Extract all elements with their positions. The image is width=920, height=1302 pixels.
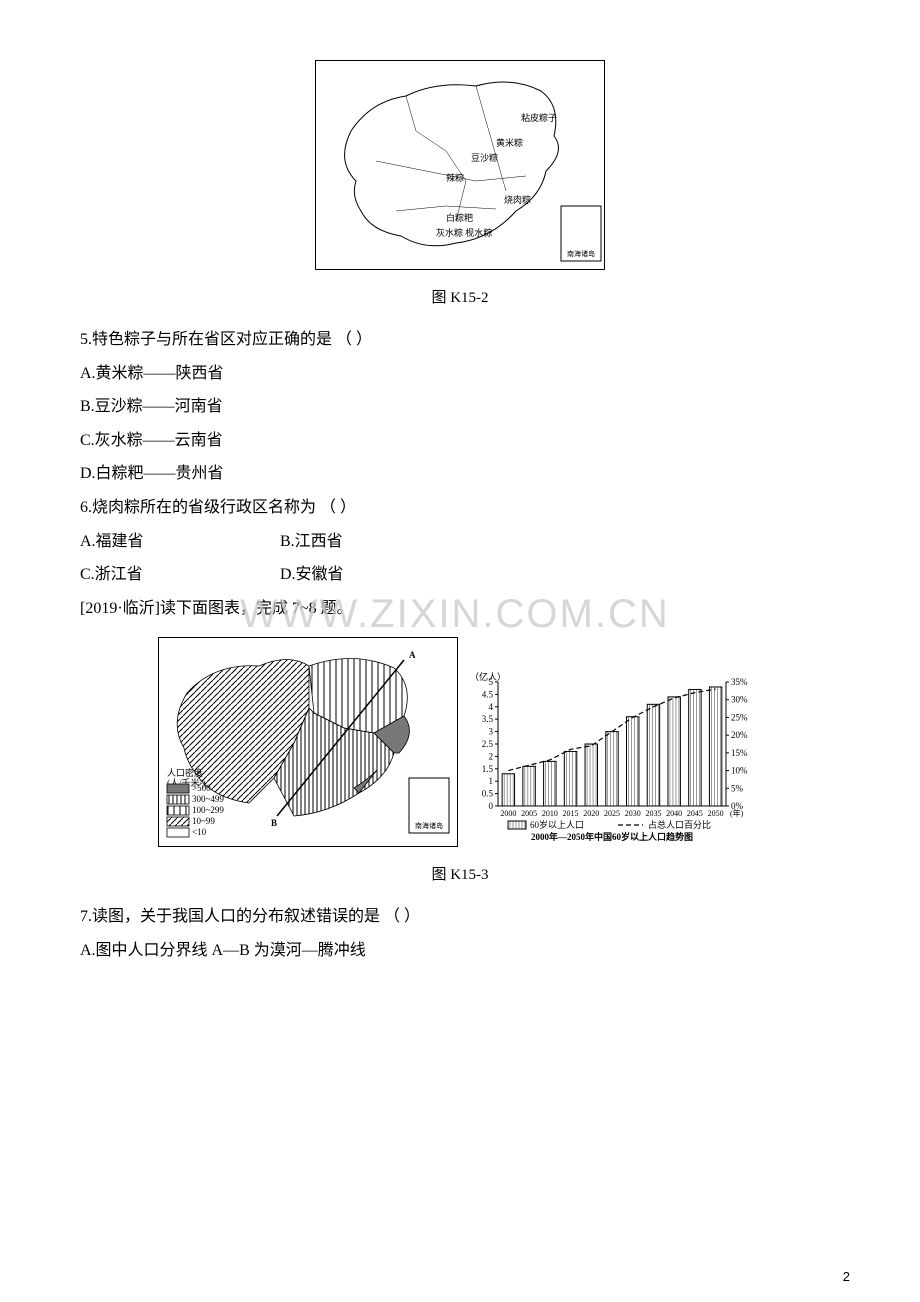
- svg-text:2000年—2050年中国60岁以上人口趋势图: 2000年—2050年中国60岁以上人口趋势图: [531, 831, 693, 842]
- q7-A: A.图中人口分界线 A—B 为漠河—腾冲线: [80, 934, 860, 968]
- q6-B: B.江西省: [280, 525, 343, 559]
- q6-C: C.浙江省: [80, 558, 280, 592]
- q6-D: D.安徽省: [280, 558, 344, 592]
- svg-text:2: 2: [489, 752, 494, 762]
- svg-text:10~99: 10~99: [192, 816, 215, 826]
- svg-text:4.5: 4.5: [482, 690, 494, 700]
- svg-text:3.5: 3.5: [482, 715, 494, 725]
- svg-text:(年): (年): [730, 808, 744, 818]
- svg-text:35%: 35%: [731, 677, 748, 687]
- svg-text:2040: 2040: [666, 809, 682, 818]
- q6-A: A.福建省: [80, 525, 280, 559]
- q5-B: B.豆沙粽——河南省: [80, 390, 860, 424]
- q5-stem: 5.特色粽子与所在省区对应正确的是 （ ）: [80, 323, 860, 357]
- inset-label: 南海诸岛: [567, 249, 595, 258]
- svg-text:2.5: 2.5: [482, 739, 494, 749]
- svg-text:2020: 2020: [583, 809, 599, 818]
- svg-text:25%: 25%: [731, 713, 748, 723]
- svg-text:5%: 5%: [731, 784, 744, 794]
- svg-text:60岁以上人口: 60岁以上人口: [530, 819, 584, 830]
- svg-text:15%: 15%: [731, 748, 748, 758]
- label-hsz: 灰水粽 枧水粽: [436, 227, 492, 238]
- page-number: 2: [843, 1269, 850, 1284]
- fig2-caption: 图 K15-3: [60, 863, 860, 884]
- svg-text:4: 4: [489, 702, 494, 712]
- q5-D: D.白粽粑——贵州省: [80, 457, 860, 491]
- svg-text:2015: 2015: [563, 809, 579, 818]
- svg-text:100~299: 100~299: [192, 805, 224, 815]
- svg-text:1.5: 1.5: [482, 764, 494, 774]
- svg-text:2030: 2030: [625, 809, 641, 818]
- svg-text:占总人口百分比: 占总人口百分比: [648, 819, 711, 830]
- label-bzb: 白粽粑: [446, 212, 473, 223]
- svg-text:10%: 10%: [731, 766, 748, 776]
- svg-text:0.5: 0.5: [482, 789, 494, 799]
- q5-A: A.黄米粽——陕西省: [80, 357, 860, 391]
- svg-text:300~499: 300~499: [192, 794, 224, 804]
- q5-C: C.灰水粽——云南省: [80, 424, 860, 458]
- svg-text:2045: 2045: [687, 809, 703, 818]
- fig1-caption: 图 K15-2: [60, 286, 860, 307]
- svg-text:>500: >500: [192, 783, 211, 793]
- label-srz: 烧肉粽: [504, 194, 531, 205]
- q6-stem: 6.烧肉粽所在的省级行政区名称为 （ ）: [80, 491, 860, 525]
- svg-text:2035: 2035: [645, 809, 661, 818]
- svg-text:30%: 30%: [731, 695, 748, 705]
- label-lz: 辣粽: [446, 172, 464, 183]
- label-npz: 粘皮粽子: [521, 112, 557, 123]
- svg-text:<10: <10: [192, 827, 207, 837]
- svg-text:3: 3: [489, 727, 494, 737]
- lead-7-8: [2019·临沂]读下面图表，完成 7~8 题。: [80, 592, 860, 626]
- point-A: A: [409, 650, 416, 660]
- point-B: B: [271, 818, 277, 828]
- label-dsz: 豆沙粽: [471, 152, 498, 163]
- legend-title-1: 人口密度: [167, 767, 203, 778]
- svg-text:2000: 2000: [500, 809, 516, 818]
- figure-k15-2: 南海诸岛 粘皮粽子 黄米粽 豆沙粽 辣粽 烧肉粽 白粽粑 灰水粽 枧水粽 图 K…: [60, 60, 860, 307]
- svg-text:2050: 2050: [708, 809, 724, 818]
- figure-k15-3: A B 南海诸岛 人口密度 (人/千米²) >500300~499100~299…: [60, 637, 860, 884]
- inset2-label: 南海诸岛: [415, 821, 443, 830]
- svg-text:2005: 2005: [521, 809, 537, 818]
- label-hmz: 黄米粽: [496, 137, 523, 148]
- svg-text:0: 0: [489, 801, 494, 811]
- svg-text:20%: 20%: [731, 730, 748, 740]
- svg-text:5: 5: [489, 677, 494, 687]
- q7-stem: 7.读图，关于我国人口的分布叙述错误的是 （ ）: [80, 900, 860, 934]
- svg-text:2025: 2025: [604, 809, 620, 818]
- svg-text:2010: 2010: [542, 809, 558, 818]
- svg-text:1: 1: [489, 777, 494, 787]
